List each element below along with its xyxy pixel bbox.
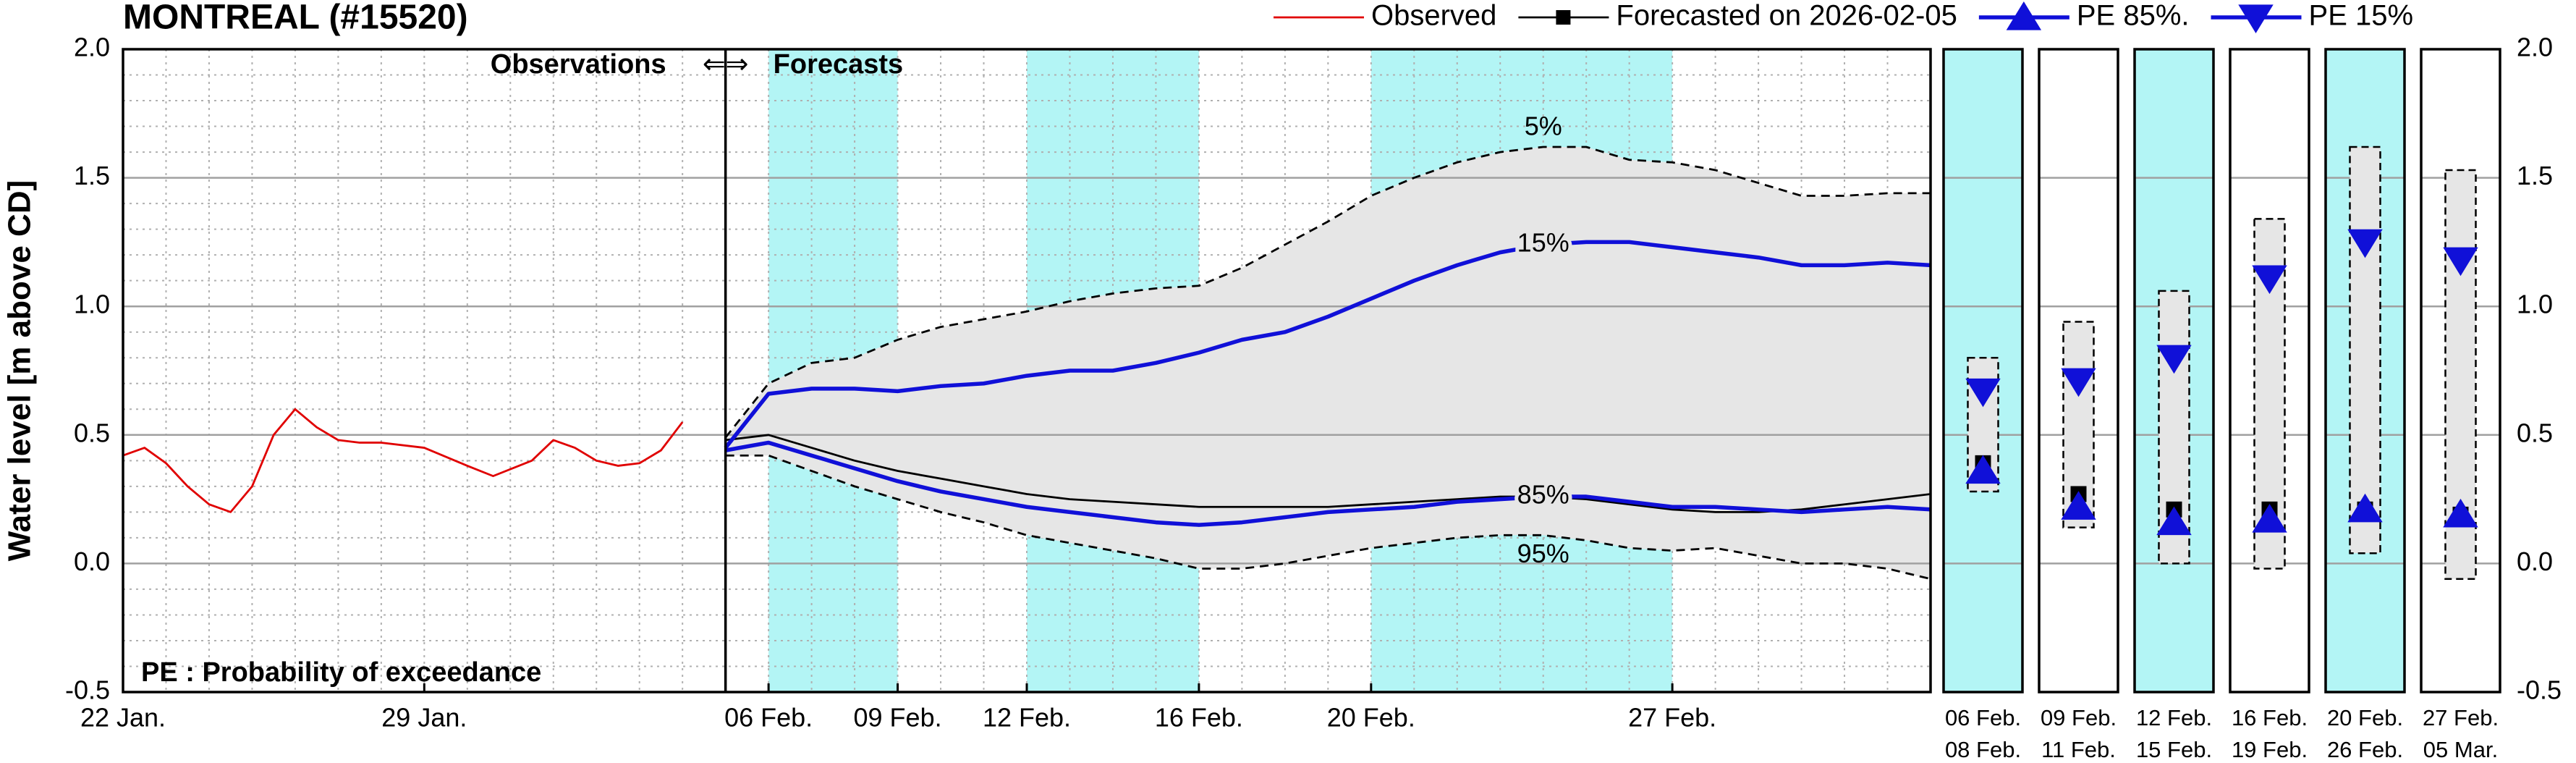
panel-start-label: 27 Feb. [2423,705,2499,730]
panel-end-label: 26 Feb. [2327,737,2403,762]
series-line [122,408,684,513]
panel-pe15-marker [2061,368,2096,397]
y-tick-label: 1.0 [74,290,110,319]
panel-frame [2038,48,2119,694]
y-tick-label: 0.5 [74,418,110,447]
legend-label: PE 85%. [2077,0,2190,32]
y2-tick-label: 1.5 [2517,161,2553,190]
y2-tick-label: 1.0 [2517,290,2553,319]
panel-range-box [2349,146,2381,555]
annotation: Forecasts [774,49,904,80]
panel-pe85-marker [2443,498,2478,528]
y-axis-label: Water level [m above CD] [2,180,38,562]
annotation: Observations [491,49,666,80]
y2-tick-label: 2.0 [2517,33,2553,62]
x-tick-label: 20 Feb. [1327,703,1415,733]
spread-band [725,146,1931,579]
legend-label: PE 15% [2309,0,2414,32]
annotation: PE : Probability of exceedance [141,657,541,688]
panel-pe15-marker [2156,345,2192,374]
y-tick-label: 1.5 [74,161,110,190]
legend-label: Forecasted on 2026-02-05 [1616,0,1957,32]
legend-marker [2006,1,2042,30]
panel-pe15-marker [1965,378,2001,408]
annotation: ⇐⇒ [703,49,749,80]
panel-pe85-marker [2156,506,2192,536]
x-tick-label: 16 Feb. [1155,703,1243,733]
legend-marker [2238,4,2274,33]
panel-frame [2420,48,2501,694]
series-line [725,440,1931,527]
series-inline-label: 5% [1525,111,1562,140]
y2-tick-label: -0.5 [2517,675,2562,705]
series-inline-label: 15% [1517,227,1569,257]
y-tick-label: -0.5 [65,675,110,705]
panel-frame [1942,48,2024,694]
panel-start-label: 20 Feb. [2327,705,2403,730]
y-tick-label: 0.0 [74,547,110,576]
series-line [724,146,1931,439]
panel-pe85-marker [1965,455,2001,484]
x-tick-label: 06 Feb. [724,703,813,733]
panel-end-label: 19 Feb. [2232,737,2308,762]
chart-title: MONTREAL (#15520) [123,0,468,37]
x-tick-label: 09 Feb. [854,703,942,733]
y-tick-label: 2.0 [74,33,110,62]
panel-pe85-marker [2061,491,2096,520]
panel-pe15-marker [2252,265,2287,295]
plot-frame [122,48,1932,694]
panel-start-label: 16 Feb. [2232,705,2308,730]
legend-marker [1556,10,1571,25]
y2-tick-label: 0.0 [2517,547,2553,576]
x-tick-label: 12 Feb. [983,703,1071,733]
panel-start-label: 12 Feb. [2136,705,2212,730]
x-tick-label: 27 Feb. [1628,703,1716,733]
panel-start-label: 09 Feb. [2041,705,2117,730]
panel-frame [2229,48,2310,694]
panel-end-label: 08 Feb. [1945,737,2021,762]
panel-end-label: 11 Feb. [2041,737,2116,762]
panel-frame [2324,48,2406,694]
panel-pe85-marker [2347,493,2383,523]
y2-tick-label: 0.5 [2517,418,2553,447]
panel-frame [2133,48,2215,694]
x-tick-label: 22 Jan. [80,703,166,733]
series-line [725,454,1931,581]
panel-end-label: 05 Mar. [2423,737,2498,762]
panel-pe85-marker [2252,504,2287,533]
panel-pe15-marker [2443,247,2478,277]
series-line [725,434,1931,513]
panel-start-label: 06 Feb. [1945,705,2021,730]
series-inline-label: 95% [1517,539,1569,568]
legend-label: Observed [1371,0,1496,32]
x-tick-label: 29 Jan. [381,703,467,733]
panel-end-label: 15 Feb. [2136,737,2212,762]
series-line [724,240,1931,450]
panel-pe15-marker [2347,229,2383,258]
series-inline-label: 85% [1517,480,1569,510]
